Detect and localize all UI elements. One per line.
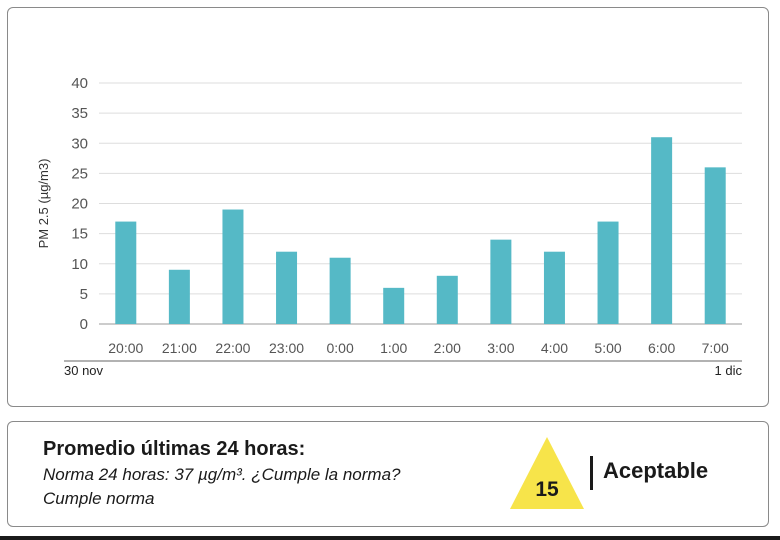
y-tick-label: 35: [71, 105, 88, 122]
air-quality-category: Aceptable: [603, 458, 709, 483]
bar: [222, 209, 244, 324]
x-tick-label: 6:00: [648, 340, 675, 356]
y-tick-label: 5: [80, 286, 88, 303]
x-tick-label: 20:00: [108, 340, 143, 356]
x-tick-label: 21:00: [162, 340, 197, 356]
bar: [543, 251, 565, 324]
y-tick-label: 25: [71, 165, 88, 182]
bar: [597, 221, 619, 324]
y-tick-labels: 0 5 10 15 20 25 30 35 40: [71, 75, 88, 333]
bar: [168, 269, 190, 324]
x-tick-label: 2:00: [434, 340, 461, 356]
compliance-status: Cumple norma: [43, 489, 155, 508]
bar: [436, 275, 458, 324]
y-tick-label: 0: [80, 316, 88, 333]
bar: [651, 137, 673, 324]
date-start-label: 30 nov: [64, 363, 104, 378]
category-divider: [590, 456, 593, 490]
norm-text: Norma 24 horas: 37 µg/m³. ¿Cumple la nor…: [43, 465, 401, 484]
x-tick-label: 0:00: [327, 340, 354, 356]
gridlines: [99, 82, 742, 325]
chart-card: 0 5 10 15 20 25 30 35 40 20:00 21:00 22:00 23:00 0:0…: [7, 7, 769, 407]
average-value: 15: [535, 478, 559, 501]
x-tick-label: 22:00: [215, 340, 250, 356]
y-tick-label: 30: [71, 135, 88, 152]
x-tick-label: 7:00: [702, 340, 729, 356]
bar: [115, 221, 137, 324]
x-tick-label: 5:00: [594, 340, 621, 356]
x-tick-label: 1:00: [380, 340, 407, 356]
bar: [276, 251, 298, 324]
bars: [115, 137, 726, 324]
y-tick-label: 10: [71, 256, 88, 273]
y-tick-label: 40: [71, 75, 88, 92]
date-end-label: 1 dic: [715, 363, 743, 378]
x-tick-label: 4:00: [541, 340, 568, 356]
bottom-rule: [0, 536, 780, 540]
x-tick-label: 23:00: [269, 340, 304, 356]
y-tick-label: 15: [71, 226, 88, 243]
bar: [329, 257, 351, 324]
y-tick-label: 20: [71, 196, 88, 213]
bar: [490, 239, 512, 324]
warning-triangle-icon: 15: [508, 435, 586, 511]
bar: [383, 287, 405, 324]
bar: [704, 167, 726, 324]
y-axis-label: PM 2.5 (µg/m3): [36, 159, 51, 249]
pm25-bar-chart: 0 5 10 15 20 25 30 35 40 20:00 21:00 22:00 23:00 0:0…: [36, 75, 743, 378]
x-tick-labels: 20:00 21:00 22:00 23:00 0:00 1:00 2:00 3:00 4:00…: [108, 340, 729, 356]
summary-title: Promedio últimas 24 horas:: [43, 438, 306, 460]
x-tick-label: 3:00: [487, 340, 514, 356]
summary-card: Promedio últimas 24 horas: Norma 24 hora…: [7, 421, 769, 527]
